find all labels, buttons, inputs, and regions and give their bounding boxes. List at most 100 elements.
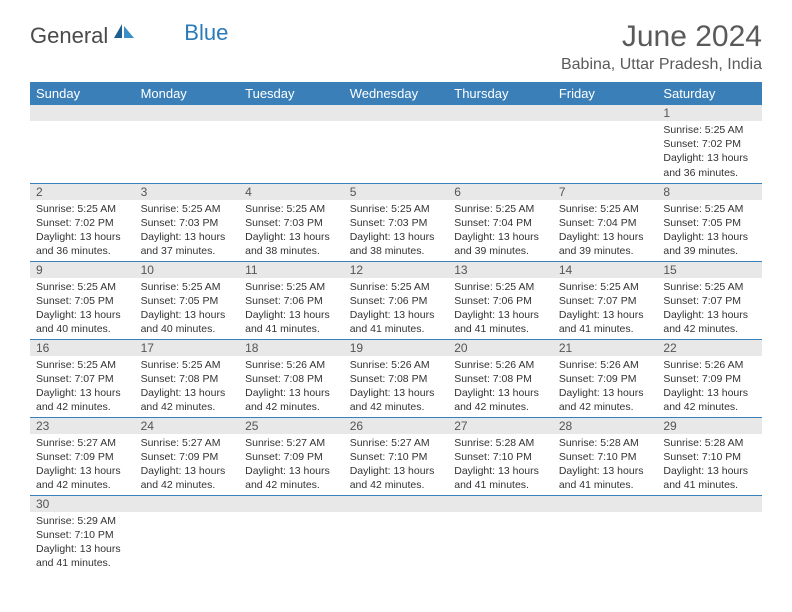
calendar-day-cell: 9Sunrise: 5:25 AMSunset: 7:05 PMDaylight… [30, 261, 135, 339]
day-number: 10 [135, 262, 240, 278]
sunset-text: Sunset: 7:08 PM [454, 372, 547, 386]
calendar-day-cell: 24Sunrise: 5:27 AMSunset: 7:09 PMDayligh… [135, 417, 240, 495]
brand-part2: Blue [184, 20, 228, 46]
sunrise-text: Sunrise: 5:25 AM [454, 202, 547, 216]
day-number: 19 [344, 340, 449, 356]
sunrise-text: Sunrise: 5:25 AM [245, 280, 338, 294]
sunrise-text: Sunrise: 5:25 AM [141, 280, 234, 294]
day-number: 2 [30, 184, 135, 200]
calendar-day-cell: 4Sunrise: 5:25 AMSunset: 7:03 PMDaylight… [239, 183, 344, 261]
calendar-day-cell: 27Sunrise: 5:28 AMSunset: 7:10 PMDayligh… [448, 417, 553, 495]
calendar-day-cell: 1Sunrise: 5:25 AMSunset: 7:02 PMDaylight… [657, 105, 762, 183]
calendar-day-cell: 10Sunrise: 5:25 AMSunset: 7:05 PMDayligh… [135, 261, 240, 339]
sunrise-text: Sunrise: 5:26 AM [350, 358, 443, 372]
daylight-text: Daylight: 13 hours and 42 minutes. [350, 386, 443, 414]
day-number [344, 496, 449, 512]
day-number: 3 [135, 184, 240, 200]
day-details: Sunrise: 5:25 AMSunset: 7:06 PMDaylight:… [448, 278, 553, 339]
sunrise-text: Sunrise: 5:28 AM [454, 436, 547, 450]
day-number [657, 496, 762, 512]
calendar-table: Sunday Monday Tuesday Wednesday Thursday… [30, 82, 762, 573]
calendar-day-cell: 20Sunrise: 5:26 AMSunset: 7:08 PMDayligh… [448, 339, 553, 417]
sunrise-text: Sunrise: 5:28 AM [663, 436, 756, 450]
day-number: 21 [553, 340, 658, 356]
calendar-day-cell: 3 Sunrise: 5:25 AMSunset: 7:03 PMDaylight… [135, 183, 240, 261]
sunset-text: Sunset: 7:05 PM [663, 216, 756, 230]
calendar-day-cell: 19Sunrise: 5:26 AMSunset: 7:08 PMDayligh… [344, 339, 449, 417]
calendar-week-row: 1Sunrise: 5:25 AMSunset: 7:02 PMDaylight… [30, 105, 762, 183]
month-title: June 2024 [561, 20, 762, 54]
day-header: Saturday [657, 82, 762, 105]
daylight-text: Daylight: 13 hours and 42 minutes. [141, 464, 234, 492]
day-details: Sunrise: 5:28 AMSunset: 7:10 PMDaylight:… [657, 434, 762, 495]
daylight-text: Daylight: 13 hours and 36 minutes. [36, 230, 129, 258]
calendar-day-cell [135, 105, 240, 183]
sunrise-text: Sunrise: 5:26 AM [559, 358, 652, 372]
day-number: 28 [553, 418, 658, 434]
calendar-day-cell [344, 495, 449, 573]
day-number [239, 496, 344, 512]
brand-part1: General [30, 23, 108, 49]
sunrise-text: Sunrise: 5:26 AM [454, 358, 547, 372]
calendar-day-cell [239, 495, 344, 573]
sunrise-text: Sunrise: 5:25 AM [350, 202, 443, 216]
day-details: Sunrise: 5:25 AMSunset: 7:07 PMDaylight:… [657, 278, 762, 339]
sunset-text: Sunset: 7:10 PM [454, 450, 547, 464]
daylight-text: Daylight: 13 hours and 41 minutes. [454, 464, 547, 492]
sunrise-text: Sunrise: 5:26 AM [245, 358, 338, 372]
day-details: Sunrise: 5:27 AMSunset: 7:09 PMDaylight:… [135, 434, 240, 495]
sunset-text: Sunset: 7:09 PM [36, 450, 129, 464]
daylight-text: Daylight: 13 hours and 38 minutes. [350, 230, 443, 258]
calendar-day-cell: 22Sunrise: 5:26 AMSunset: 7:09 PMDayligh… [657, 339, 762, 417]
location-text: Babina, Uttar Pradesh, India [561, 56, 762, 74]
day-number [553, 105, 658, 121]
calendar-week-row: 30Sunrise: 5:29 AMSunset: 7:10 PMDayligh… [30, 495, 762, 573]
sunset-text: Sunset: 7:07 PM [663, 294, 756, 308]
sunrise-text: Sunrise: 5:25 AM [663, 123, 756, 137]
day-header: Sunday [30, 82, 135, 105]
calendar-day-cell [135, 495, 240, 573]
sunrise-text: Sunrise: 5:27 AM [245, 436, 338, 450]
daylight-text: Daylight: 13 hours and 37 minutes. [141, 230, 234, 258]
day-details: Sunrise: 5:25 AMSunset: 7:07 PMDaylight:… [30, 356, 135, 417]
day-header: Tuesday [239, 82, 344, 105]
sunset-text: Sunset: 7:08 PM [245, 372, 338, 386]
day-details: Sunrise: 5:25 AMSunset: 7:04 PMDaylight:… [448, 200, 553, 261]
day-header: Wednesday [344, 82, 449, 105]
daylight-text: Daylight: 13 hours and 42 minutes. [454, 386, 547, 414]
sunrise-text: Sunrise: 5:27 AM [141, 436, 234, 450]
day-number [553, 496, 658, 512]
calendar-day-cell: 6Sunrise: 5:25 AMSunset: 7:04 PMDaylight… [448, 183, 553, 261]
day-number: 17 [135, 340, 240, 356]
day-number: 22 [657, 340, 762, 356]
calendar-day-cell [344, 105, 449, 183]
daylight-text: Daylight: 13 hours and 39 minutes. [454, 230, 547, 258]
calendar-day-cell: 14Sunrise: 5:25 AMSunset: 7:07 PMDayligh… [553, 261, 658, 339]
sunrise-text: Sunrise: 5:28 AM [559, 436, 652, 450]
sunrise-text: Sunrise: 5:25 AM [141, 202, 234, 216]
sunset-text: Sunset: 7:10 PM [350, 450, 443, 464]
calendar-week-row: 2Sunrise: 5:25 AMSunset: 7:02 PMDaylight… [30, 183, 762, 261]
sunset-text: Sunset: 7:05 PM [36, 294, 129, 308]
sunrise-text: Sunrise: 5:25 AM [36, 202, 129, 216]
day-details: Sunrise: 5:27 AMSunset: 7:09 PMDaylight:… [239, 434, 344, 495]
day-header: Thursday [448, 82, 553, 105]
daylight-text: Daylight: 13 hours and 42 minutes. [350, 464, 443, 492]
day-number: 23 [30, 418, 135, 434]
sunrise-text: Sunrise: 5:25 AM [36, 280, 129, 294]
sunrise-text: Sunrise: 5:26 AM [663, 358, 756, 372]
daylight-text: Daylight: 13 hours and 41 minutes. [559, 308, 652, 336]
sunrise-text: Sunrise: 5:27 AM [36, 436, 129, 450]
calendar-day-cell: 11Sunrise: 5:25 AMSunset: 7:06 PMDayligh… [239, 261, 344, 339]
day-details: Sunrise: 5:28 AMSunset: 7:10 PMDaylight:… [448, 434, 553, 495]
sunset-text: Sunset: 7:07 PM [36, 372, 129, 386]
daylight-text: Daylight: 13 hours and 40 minutes. [141, 308, 234, 336]
sunset-text: Sunset: 7:03 PM [141, 216, 234, 230]
daylight-text: Daylight: 13 hours and 42 minutes. [663, 386, 756, 414]
day-number: 30 [30, 496, 135, 512]
day-number: 4 [239, 184, 344, 200]
daylight-text: Daylight: 13 hours and 42 minutes. [36, 464, 129, 492]
daylight-text: Daylight: 13 hours and 41 minutes. [663, 464, 756, 492]
day-number [135, 105, 240, 121]
calendar-day-cell: 28Sunrise: 5:28 AMSunset: 7:10 PMDayligh… [553, 417, 658, 495]
